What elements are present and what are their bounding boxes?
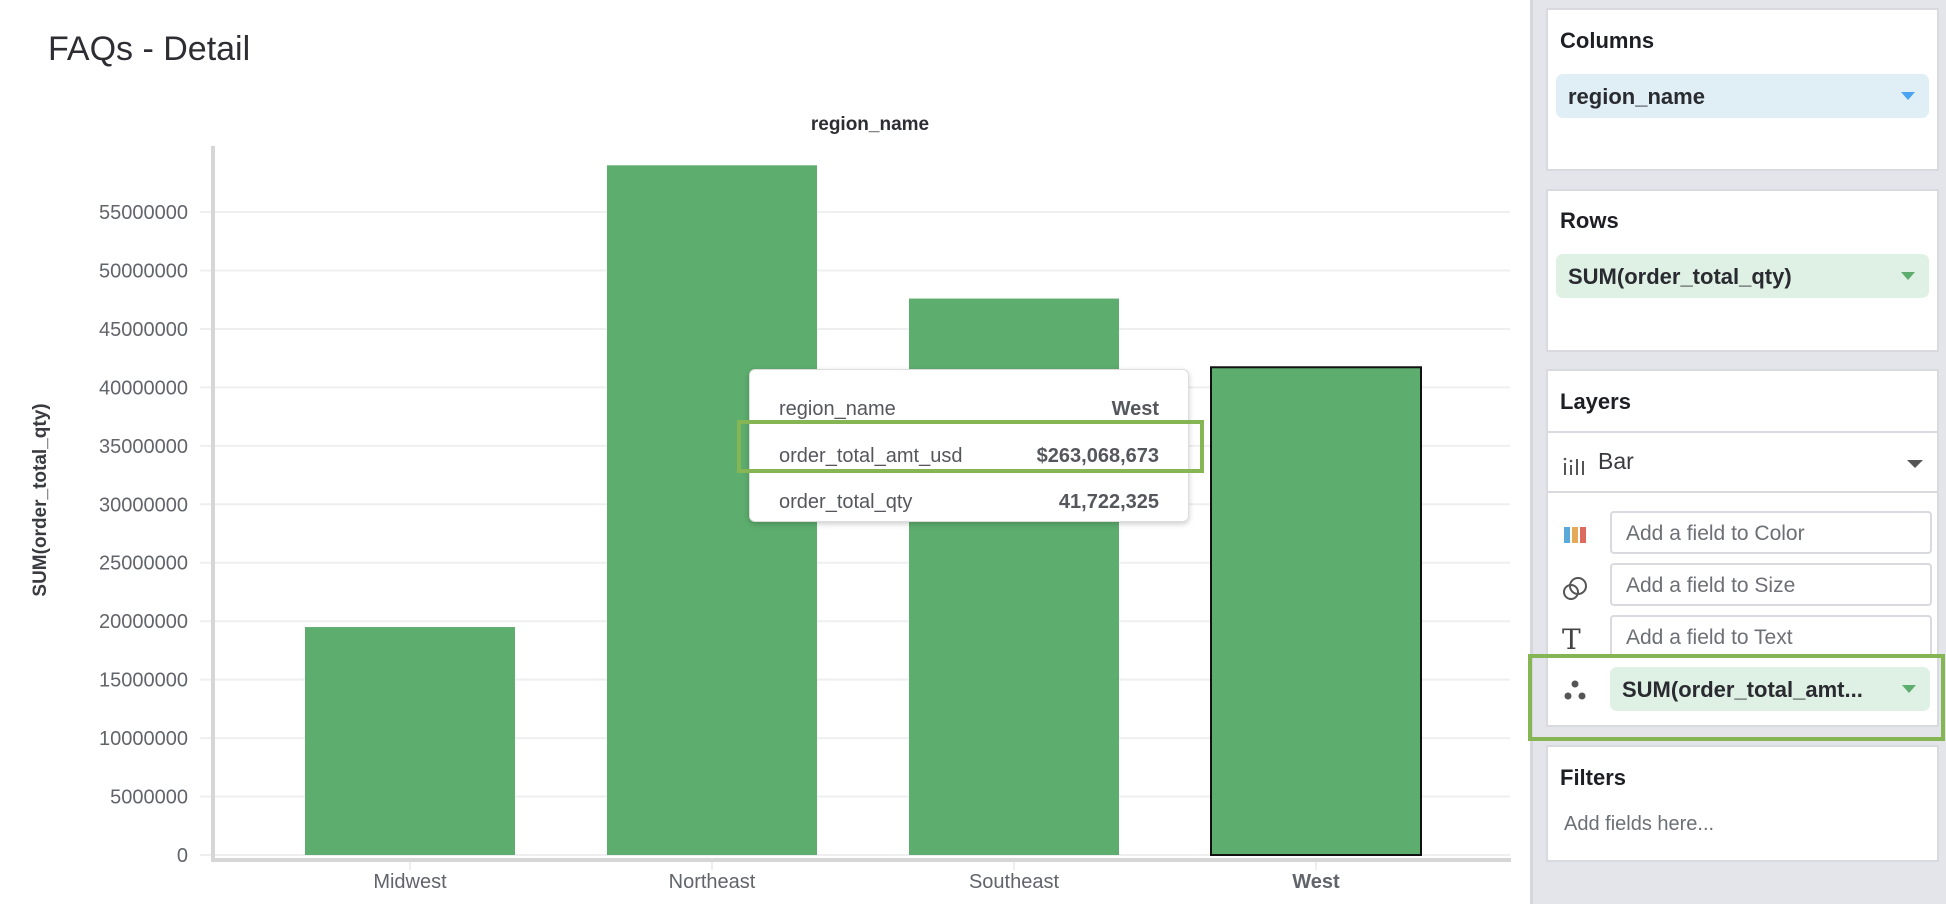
columns-title: Columns <box>1560 28 1655 53</box>
y-tick-label: 35000000 <box>99 436 188 458</box>
tooltip-value: West <box>1111 398 1159 420</box>
chevron-down-icon[interactable] <box>1901 92 1915 100</box>
text-field-input[interactable]: Add a field to Text <box>1610 615 1932 658</box>
size-field-input[interactable]: Add a field to Size <box>1610 563 1932 606</box>
y-tick-label: 40000000 <box>99 377 188 399</box>
tooltip-row: order_total_qty 41,722,325 <box>779 491 1159 514</box>
rows-panel: Rows SUM(order_total_qty) <box>1546 189 1939 352</box>
y-tick-label: 30000000 <box>99 494 188 516</box>
columns-panel: Columns region_name <box>1546 8 1939 171</box>
filters-panel: Filters Add fields here... <box>1546 745 1939 862</box>
x-axis-line <box>211 858 1511 862</box>
x-tick-label: West <box>1292 871 1340 893</box>
tooltip-label: order_total_qty <box>779 491 913 513</box>
x-tick-label: Northeast <box>669 871 756 893</box>
bar-chart-icon <box>1563 457 1584 475</box>
layers-panel: Layers Bar Add a field to Color Add a fi… <box>1546 369 1939 727</box>
pill-label: SUM(order_total_amt... <box>1622 677 1863 702</box>
tooltip-label: order_total_amt_usd <box>779 445 963 467</box>
tooltip: region_name West order_total_amt_usd $263,… <box>749 369 1189 522</box>
detail-dots-icon <box>1564 680 1586 700</box>
pill-label: region_name <box>1568 84 1705 109</box>
x-tick-label: Southeast <box>969 871 1060 893</box>
chart-title: region_name <box>811 114 929 135</box>
mark-type-label: Bar <box>1598 448 1634 474</box>
y-tick-label: 0 <box>177 845 188 867</box>
size-icon <box>1563 577 1587 600</box>
color-field-input[interactable]: Add a field to Color <box>1610 511 1932 554</box>
y-tick-label: 55000000 <box>99 202 188 224</box>
bar-midwest[interactable] <box>305 627 515 855</box>
page-title: FAQs - Detail <box>48 30 251 68</box>
chevron-down-icon[interactable] <box>1902 685 1916 693</box>
x-tick-label: Midwest <box>373 871 447 893</box>
text-icon: T <box>1562 623 1581 656</box>
tooltip-row: region_name West <box>779 398 1159 421</box>
detail-pill[interactable]: SUM(order_total_amt... <box>1610 667 1930 711</box>
sidebar: Columns region_name Rows SUM(order_total… <box>1528 0 1946 904</box>
detail-highlight-box <box>1528 654 1945 741</box>
y-axis-label: SUM(order_total_qty) <box>30 403 51 596</box>
y-tick-label: 25000000 <box>99 553 188 575</box>
tooltip-value: 41,722,325 <box>1058 491 1159 513</box>
y-tick-label: 50000000 <box>99 260 188 282</box>
tooltip-highlight-box <box>737 420 1204 473</box>
y-tick-label: 10000000 <box>99 728 188 750</box>
rows-title: Rows <box>1560 208 1619 233</box>
rows-pill[interactable]: SUM(order_total_qty) <box>1556 254 1929 298</box>
y-axis-line <box>211 146 215 862</box>
bar-west[interactable] <box>1210 366 1422 856</box>
columns-pill-region-name[interactable]: region_name <box>1556 74 1929 118</box>
filters-title: Filters <box>1560 765 1627 790</box>
tooltip-row: order_total_amt_usd $263,068,673 <box>779 445 1159 468</box>
y-tick-label: 15000000 <box>99 670 188 692</box>
color-palette-icon <box>1564 527 1586 543</box>
chevron-down-icon[interactable] <box>1907 460 1923 468</box>
bar-chart: region_name SUM(order_total_qty) 0 500000… <box>30 114 1511 893</box>
chevron-down-icon[interactable] <box>1901 272 1915 280</box>
tooltip-label: region_name <box>779 398 896 420</box>
layers-title: Layers <box>1560 389 1631 414</box>
y-tick-label: 20000000 <box>99 611 188 633</box>
y-tick-label: 5000000 <box>110 787 188 809</box>
mark-type-select[interactable]: Bar <box>1548 431 1937 493</box>
pill-label: SUM(order_total_qty) <box>1568 264 1792 289</box>
filters-drop-zone[interactable]: Add fields here... <box>1564 813 1715 835</box>
y-tick-label: 45000000 <box>99 319 188 341</box>
tooltip-value: $263,068,673 <box>1036 445 1159 467</box>
